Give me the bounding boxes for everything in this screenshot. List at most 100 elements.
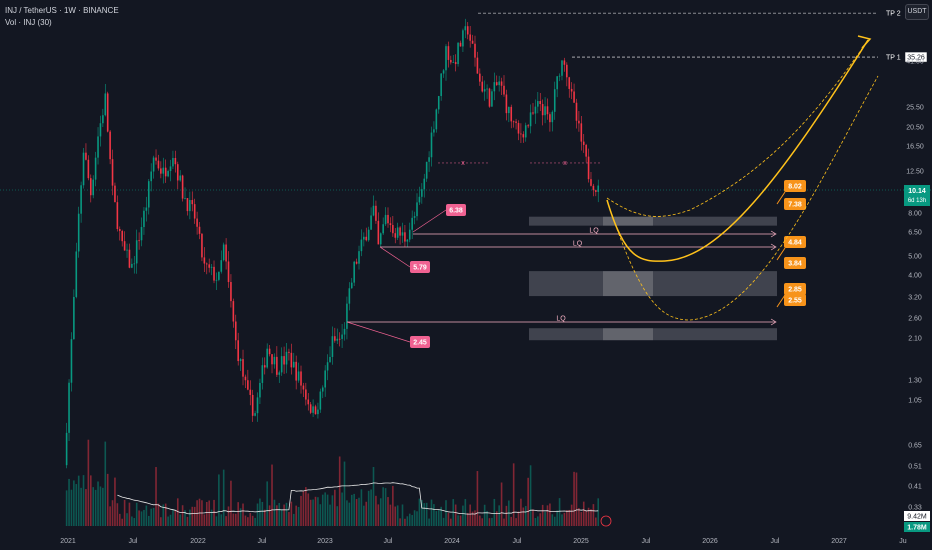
candle-body	[462, 30, 464, 47]
volume-bar	[358, 497, 360, 526]
orange-price-tag	[784, 283, 806, 295]
orange-tag-label: 8.02	[788, 184, 802, 191]
volume-bar	[483, 504, 486, 526]
volume-bar	[399, 518, 401, 526]
candle-body	[164, 167, 167, 177]
volume-indicator-title[interactable]: Vol · INJ (30)	[5, 18, 52, 27]
candle-body	[353, 261, 355, 283]
candle-body	[268, 348, 271, 355]
candle-body	[387, 214, 389, 224]
lq-label: LQ	[589, 228, 599, 235]
candle-body	[133, 263, 136, 265]
volume-bar	[384, 488, 387, 526]
volume-bar	[259, 498, 261, 526]
candle-body	[73, 296, 75, 340]
price-tick-label: 12.50	[906, 169, 924, 176]
candle-body	[508, 106, 510, 114]
price-tick-label: 0.65	[908, 443, 922, 450]
volume-bar	[244, 515, 247, 526]
candle-body	[145, 207, 148, 211]
candle-body	[491, 91, 493, 107]
volume-bar	[348, 502, 351, 526]
candle-body	[135, 240, 138, 264]
candle-body	[437, 96, 440, 110]
candle-body	[541, 104, 544, 116]
candle-body	[121, 230, 123, 242]
volume-bar	[220, 514, 223, 526]
candle-body	[416, 202, 418, 217]
candle-body	[512, 121, 515, 123]
volume-bar	[479, 515, 481, 526]
candle-body	[184, 198, 186, 199]
volume-bar	[292, 513, 295, 526]
orange-tag-label: 7.38	[788, 202, 802, 209]
candle-body	[367, 229, 370, 241]
candle-body	[114, 185, 116, 203]
candle-body	[92, 179, 94, 196]
candle-body	[169, 166, 172, 172]
volume-bar	[382, 487, 384, 526]
time-tick-label: Ju	[899, 538, 907, 545]
volume-bar	[208, 500, 210, 526]
volume-bar	[116, 503, 119, 526]
candle-body	[176, 164, 179, 181]
volume-bar	[305, 487, 307, 526]
price-axis[interactable]: 64.0041.5025.5020.5016.5012.508.006.505.…	[906, 6, 924, 512]
candle-body	[430, 132, 433, 158]
candle-body	[162, 167, 165, 174]
volume-bar	[515, 518, 517, 526]
orange-tag-pointer	[776, 191, 786, 205]
candle-body	[471, 40, 474, 44]
volume-bar	[283, 504, 285, 526]
currency-button[interactable]: USDT	[905, 4, 929, 20]
candle-body	[319, 391, 322, 410]
candle-body	[300, 371, 302, 386]
candle-body	[570, 88, 573, 92]
volume-bar	[263, 509, 266, 526]
candle-body	[394, 233, 397, 238]
candle-body	[203, 257, 206, 264]
candle-body	[186, 198, 189, 212]
pink-tag-label: 5.79	[413, 265, 427, 272]
orange-tag-label: 2.85	[788, 287, 802, 294]
price-tick-label: 0.33	[908, 505, 922, 512]
candle-body	[452, 62, 455, 63]
volume-bar	[123, 499, 126, 526]
candle-body	[295, 361, 297, 381]
volume-bar	[471, 511, 474, 526]
candle-body	[280, 356, 283, 373]
price-zone-highlight	[603, 328, 653, 341]
time-tick-label: Jul	[771, 538, 780, 545]
volume-bar	[597, 498, 600, 526]
candle-body	[406, 239, 409, 242]
volume-bar	[573, 471, 575, 526]
price-tick-label: 20.50	[906, 125, 924, 132]
volume-bar	[152, 507, 155, 526]
symbol-title[interactable]: INJ / TetherUS · 1W · BINANCE	[5, 6, 119, 15]
candle-body	[389, 223, 392, 226]
zones-layer	[529, 216, 777, 341]
candle-body	[210, 266, 213, 268]
volume-bar	[198, 498, 201, 526]
lq-arrow	[770, 243, 777, 251]
candle-body	[123, 241, 126, 251]
candle-body	[179, 175, 181, 181]
volume-bar	[326, 494, 329, 526]
volume-bar	[186, 516, 189, 526]
time-axis[interactable]: 2021 Jul 2022 Jul 2023 Jul 2024 Jul 2025 Jul 2026 J…	[60, 538, 907, 545]
candle-body	[479, 73, 481, 82]
volume-bar	[213, 499, 215, 526]
volume-ma-label: 1.78M	[907, 525, 927, 532]
volume-bar	[191, 506, 194, 526]
volume-bar	[162, 504, 165, 526]
volume-bars	[65, 439, 600, 526]
volume-bar	[355, 499, 358, 526]
candle-body	[336, 338, 339, 341]
volume-bar	[65, 490, 68, 526]
event-marker-icon	[600, 515, 612, 527]
volume-bar	[459, 515, 462, 526]
candle-body	[428, 157, 430, 162]
range-marker: x	[461, 160, 465, 167]
candle-body	[348, 288, 351, 304]
